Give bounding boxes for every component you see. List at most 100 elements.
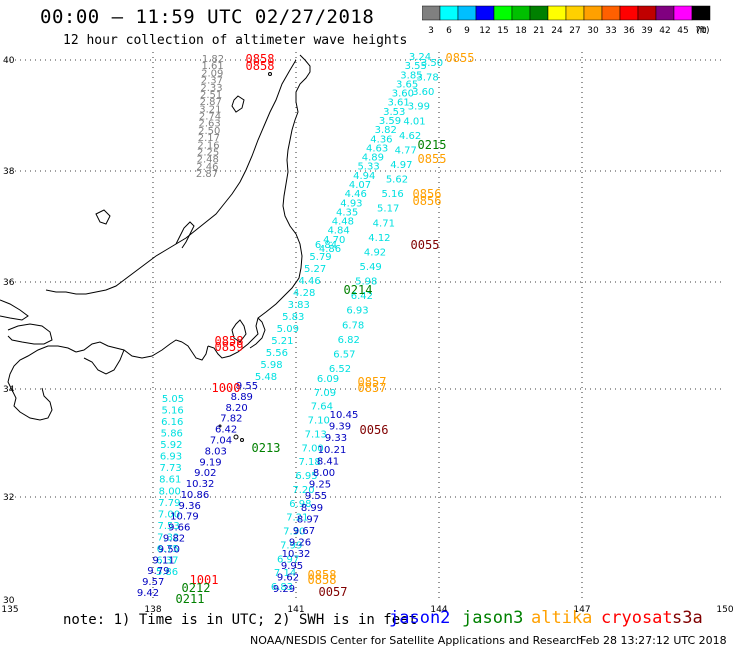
wave-height-value: 5.33 [357, 162, 379, 173]
wave-height-value: 5.27 [304, 264, 326, 275]
wave-height-value: 4.35 [336, 207, 358, 218]
wave-height-value: 9.79 [147, 566, 169, 577]
legend-level-label: 9 [464, 26, 470, 36]
wave-height-value: 10.32 [282, 549, 311, 560]
wave-height-value: 8.99 [301, 503, 323, 514]
wave-height-value: 9.82 [163, 534, 185, 545]
longitude-label: 147 [573, 605, 590, 615]
wave-height-value: 9.26 [289, 538, 311, 549]
wave-height-value: 9.95 [281, 561, 303, 572]
wave-height-value: 4.46 [299, 276, 321, 287]
wave-height-value: 5.62 [386, 175, 408, 186]
pass-time: 0858 [215, 334, 244, 348]
track-jason2-mid-a: 6.845.795.274.464.283.835.835.095.215.56… [255, 240, 337, 383]
wave-height-value: 3.53 [383, 107, 405, 118]
track-altika-east-b: 3.503.783.603.994.014.624.774.975.625.16… [329, 58, 443, 375]
satellite-altika: altika [531, 608, 593, 628]
wave-height-value: 4.63 [366, 143, 388, 154]
wave-height-value: 5.98 [260, 360, 282, 371]
wave-height-value: 2.17 [198, 133, 220, 144]
wave-height-value: 9.39 [329, 422, 351, 433]
wave-height-value: 3.55 [405, 61, 427, 72]
wave-height-value: 4.94 [353, 171, 375, 182]
wave-height-value: 4.70 [323, 235, 345, 246]
satellite-jason3: jason3 [462, 608, 524, 628]
wave-height-value: 2.09 [201, 68, 223, 79]
wave-height-value: 10.79 [170, 512, 199, 523]
wave-height-value: 3.99 [408, 102, 430, 113]
color-legend: 3 6 9 12 15 18 21 24 27 30 33 36 39 42 45 70(ft) [422, 5, 711, 36]
wave-height-value: 4.84 [327, 226, 349, 237]
wave-height-value: 3.50 [421, 58, 443, 69]
pass-time-labels: 0858085808550215085508560856005502140858… [176, 51, 475, 606]
longitude-label: 144 [430, 605, 447, 615]
longitude-label: 138 [144, 605, 161, 615]
page-title: 00:00 – 11:59 UTC 02/27/2018 [40, 6, 375, 28]
wave-height-value: 7.00 [302, 443, 324, 454]
wave-height-value: 9.36 [179, 501, 201, 512]
wave-height-value: 8.00 [159, 486, 181, 497]
wave-height-value: 5.86 [161, 429, 183, 440]
wave-height-value: 3.65 [396, 79, 418, 90]
wave-height-value: 3.21 [199, 104, 221, 115]
track-cryosat-north: 1.821.612.092.372.332.512.873.212.742.63… [196, 54, 224, 180]
wave-height-value: 2.74 [199, 112, 221, 123]
wave-height-value: 3.59 [379, 116, 401, 127]
wave-height-value: 4.36 [370, 134, 392, 145]
track-jason2-mid-b: 6.09 7.09 7.64 7.10 7.13 7.00 7.18 6.95 7.20 6.98… [271, 374, 339, 593]
wave-height-value: 2.33 [200, 83, 222, 94]
wave-height-value: 4.71 [373, 218, 395, 229]
wave-height-value: 4.89 [362, 153, 384, 164]
wave-height-value: 6.78 [342, 320, 364, 331]
wave-height-value: 5.09 [277, 324, 299, 335]
pass-time: 0055 [411, 238, 440, 252]
wave-height-value: 10.21 [318, 445, 347, 456]
pass-time: 0212 [182, 581, 211, 595]
legend-level-label: 36 [623, 26, 635, 36]
longitude-label: 141 [287, 605, 304, 615]
wave-height-value: 6.95 [295, 471, 317, 482]
latitude-label: 40 [3, 56, 15, 66]
wave-height-value: 9.42 [137, 588, 159, 599]
pass-time: 0859 [215, 340, 244, 354]
wave-height-value: 3.60 [412, 87, 434, 98]
legend-level-label: 6 [446, 26, 452, 36]
legend-level-label: 45 [677, 26, 688, 36]
latitude-label: 32 [3, 493, 14, 503]
wave-height-value: 8.00 [313, 468, 335, 479]
wave-height-value: 5.49 [360, 262, 382, 273]
wave-height-value: 4.12 [368, 233, 390, 244]
wave-height-value: 6.93 [160, 452, 182, 463]
wave-height-value: 5.79 [309, 252, 331, 263]
wave-height-value: 8.61 [159, 475, 181, 486]
wave-height-value: 9.55 [305, 491, 327, 502]
wave-height-value: 4.62 [399, 131, 421, 142]
wave-height-value: 2.87 [196, 169, 218, 180]
wave-height-value: 9.25 [309, 480, 331, 491]
legend-level-label: 39 [641, 26, 653, 36]
wave-height-value: 2.87 [200, 97, 222, 108]
wave-height-value: 2.50 [198, 126, 220, 137]
latitude-label: 36 [3, 278, 15, 288]
pass-time: 1000 [212, 381, 241, 395]
wave-height-value: 7.10 [308, 416, 330, 427]
wave-height-value: 3.85 [400, 70, 422, 81]
wave-height-value: 9.55 [236, 381, 258, 392]
wave-height-value: 6.84 [315, 240, 337, 251]
wave-height-value: 9.66 [168, 523, 190, 534]
wave-height-value: 4.97 [390, 160, 412, 171]
wave-height-value: 4.28 [293, 288, 315, 299]
wave-height-value: 3.78 [416, 73, 438, 84]
wave-height-value: 7.99 [280, 540, 302, 551]
wave-height-value: 3.82 [375, 125, 397, 136]
wave-height-value: 6.16 [161, 417, 183, 428]
wave-height-value: 7.13 [305, 429, 327, 440]
wave-height-value: 3.61 [387, 98, 409, 109]
wave-height-value: 2.16 [197, 140, 219, 151]
wave-height-value: 2.48 [197, 155, 219, 166]
wave-height-value: 9.02 [194, 468, 216, 479]
wave-height-value: 3.60 [392, 89, 414, 100]
longitude-label: 135 [1, 605, 18, 615]
